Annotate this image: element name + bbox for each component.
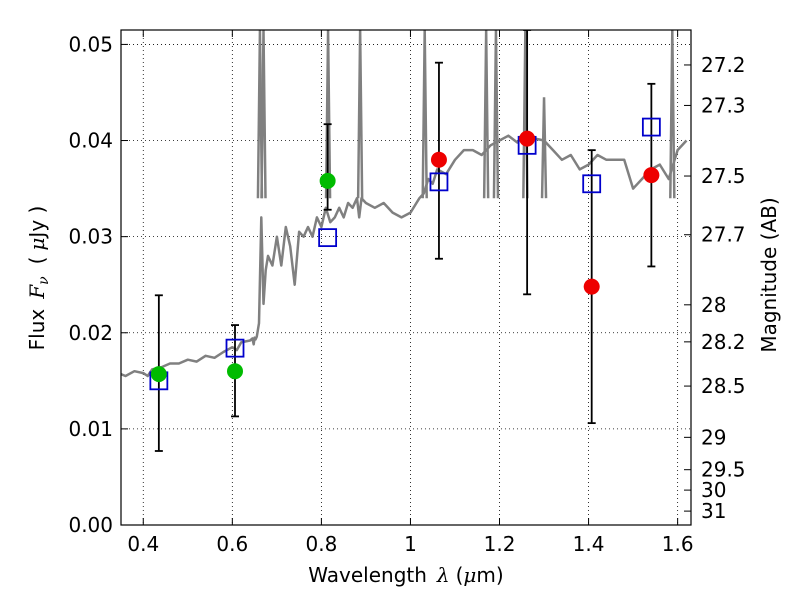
spectrum-emission-spike bbox=[492, 30, 500, 199]
spectrum-emission-spike bbox=[260, 30, 267, 199]
y2-tick-label: 28.2 bbox=[701, 330, 746, 354]
y2-tick-label: 31 bbox=[701, 499, 726, 523]
model-flux-square bbox=[641, 117, 661, 137]
x-tick-label: 0.6 bbox=[216, 532, 248, 556]
nir-flux-point bbox=[583, 278, 600, 295]
x-tick-label: 1.6 bbox=[662, 532, 694, 556]
y-tick-label: 0.01 bbox=[68, 417, 113, 441]
nir-flux-point bbox=[430, 151, 447, 168]
y2-tick-label: 30 bbox=[701, 478, 726, 502]
ticks: 0.4 0.6 0.8 1 1.2 1.4 1.6 0.00 0.01 0.02 0.03 0.04 0… bbox=[68, 30, 746, 556]
optical-flux-point bbox=[150, 366, 167, 383]
x-axis-label: Wavelength λ (μm) bbox=[308, 563, 503, 587]
spectrum-emission-spike bbox=[540, 97, 548, 199]
plot-frame bbox=[120, 29, 692, 526]
y2-tick-label: 29 bbox=[701, 425, 726, 449]
x-tick-label: 1 bbox=[404, 532, 417, 556]
spectrum-emission-spike bbox=[356, 30, 364, 199]
optical-flux-point bbox=[227, 363, 243, 380]
y2-axis-label: Magnitude (AB) bbox=[757, 197, 781, 352]
model-flux-square bbox=[225, 338, 245, 358]
spectrum-emission-spike bbox=[421, 30, 428, 199]
y2-tick-label: 28.5 bbox=[701, 374, 746, 398]
plot-area bbox=[121, 30, 688, 452]
y-tick-label: 0.02 bbox=[68, 321, 113, 345]
x-tick-label: 0.4 bbox=[127, 532, 159, 556]
y-tick-label: 0.03 bbox=[68, 225, 113, 249]
y-axis-label: FluxFν(μJy ) bbox=[25, 206, 52, 351]
x-tick-label: 1.2 bbox=[484, 532, 516, 556]
y2-tick-label: 27.5 bbox=[701, 164, 746, 188]
nir-flux-point bbox=[643, 167, 660, 184]
spectrum-line bbox=[121, 129, 688, 378]
grid bbox=[121, 30, 691, 525]
y2-tick-label: 27.2 bbox=[701, 53, 746, 77]
y2-tick-label: 27.7 bbox=[701, 223, 746, 247]
y-tick-label: 0.04 bbox=[68, 129, 113, 153]
optical-flux-point bbox=[319, 172, 336, 189]
y2-tick-label: 27.3 bbox=[701, 93, 746, 117]
y-tick-label: 0.00 bbox=[68, 513, 113, 537]
model-flux-square bbox=[429, 172, 449, 192]
x-tick-label: 0.8 bbox=[305, 532, 337, 556]
nir-flux-point bbox=[519, 130, 536, 147]
y2-tick-label: 29.5 bbox=[701, 458, 746, 482]
spectrum-emission-spike bbox=[482, 30, 490, 199]
x-tick-label: 1.4 bbox=[573, 532, 605, 556]
y2-tick-label: 28 bbox=[701, 293, 726, 317]
y-tick-label: 0.05 bbox=[68, 32, 113, 56]
model-flux-square bbox=[582, 174, 602, 194]
spectrum-emission-spike bbox=[669, 30, 676, 199]
model-flux-square bbox=[318, 228, 338, 248]
